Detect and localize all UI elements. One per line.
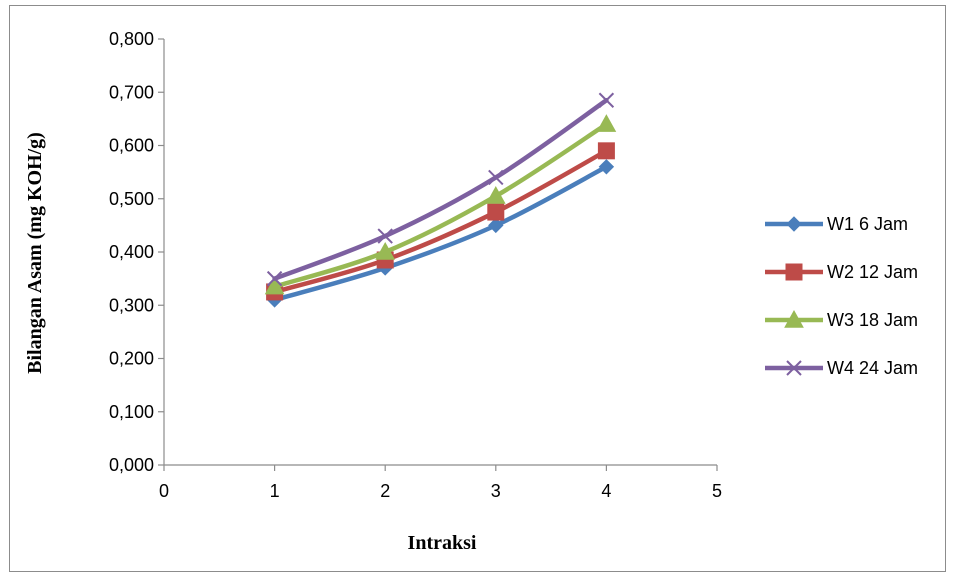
x-tick-label: 2 bbox=[380, 481, 390, 501]
data-point bbox=[377, 228, 393, 244]
data-point bbox=[266, 270, 283, 287]
data-point bbox=[598, 92, 615, 108]
data-point bbox=[596, 114, 617, 132]
data-point bbox=[264, 276, 285, 295]
data-point-stroke bbox=[266, 270, 283, 287]
x-tick-label: 0 bbox=[159, 481, 169, 501]
series-1 bbox=[266, 159, 615, 308]
legend-swatch-marker bbox=[786, 216, 802, 232]
data-point bbox=[375, 241, 396, 260]
y-tick-label: 0,300 bbox=[109, 295, 154, 315]
series-2 bbox=[266, 142, 615, 301]
y-axis-title: Bilangan Asam (mg KOH/g) bbox=[24, 132, 46, 374]
data-point bbox=[597, 142, 615, 160]
legend-item: W2 12 Jam bbox=[765, 262, 918, 282]
series-4 bbox=[266, 92, 615, 287]
series-line bbox=[272, 164, 609, 303]
y-tick-label: 0,400 bbox=[109, 242, 154, 262]
data-point bbox=[598, 159, 615, 175]
data-point bbox=[488, 169, 504, 186]
chart-frame bbox=[9, 5, 946, 572]
legend-swatch-marker-stroke bbox=[786, 360, 802, 376]
series-line bbox=[272, 97, 609, 281]
y-tick-label: 0,200 bbox=[109, 349, 154, 369]
data-point bbox=[487, 203, 505, 221]
data-point-stroke bbox=[377, 228, 393, 244]
legend-label: W2 12 Jam bbox=[827, 262, 918, 282]
legend-label: W1 6 Jam bbox=[827, 214, 908, 234]
x-tick-label: 1 bbox=[270, 481, 280, 501]
y-tick-label: 0,600 bbox=[109, 136, 154, 156]
chart-axes: 0,000 0,100 0,200 0,300 0,400 0,500 0,600 0,700… bbox=[109, 29, 722, 501]
legend-swatch-marker bbox=[785, 263, 803, 281]
series-line bbox=[272, 148, 609, 295]
data-point bbox=[488, 217, 504, 234]
chart-legend: W1 6 Jam W2 12 Jam W3 18 Jam W4 24 Jam bbox=[765, 214, 918, 378]
chart-series bbox=[264, 92, 617, 308]
legend-swatch-marker bbox=[786, 360, 802, 376]
legend-item: W3 18 Jam bbox=[765, 309, 918, 330]
legend-item: W1 6 Jam bbox=[765, 214, 908, 234]
data-point bbox=[485, 186, 506, 204]
data-point-stroke bbox=[598, 92, 615, 108]
series-3 bbox=[264, 114, 617, 295]
data-point-stroke bbox=[488, 169, 504, 186]
legend-swatch-marker bbox=[784, 309, 804, 328]
y-tick-label: 0,800 bbox=[109, 29, 154, 49]
series-line bbox=[272, 121, 609, 289]
legend-label: W4 24 Jam bbox=[827, 358, 918, 378]
x-tick-label: 3 bbox=[491, 481, 501, 501]
legend-label: W3 18 Jam bbox=[827, 310, 918, 330]
legend-item: W4 24 Jam bbox=[765, 358, 918, 378]
y-tick-label: 0,500 bbox=[109, 189, 154, 209]
y-tick-label: 0,700 bbox=[109, 82, 154, 102]
x-tick-label: 5 bbox=[712, 481, 722, 501]
y-tick-label: 0,100 bbox=[109, 402, 154, 422]
y-tick-label: 0,000 bbox=[109, 455, 154, 475]
x-axis-title: Intraksi bbox=[408, 532, 477, 554]
x-tick-label: 4 bbox=[601, 481, 611, 501]
